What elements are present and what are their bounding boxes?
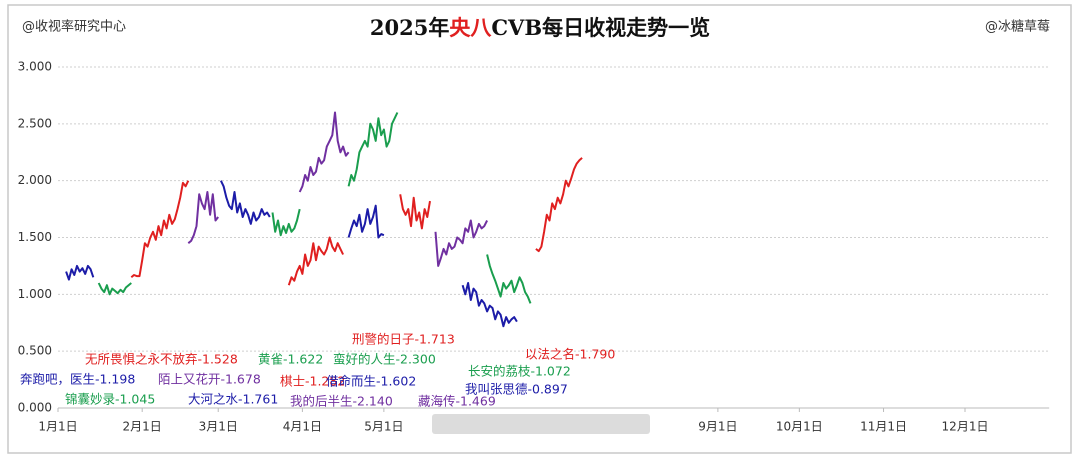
series-line (187, 191, 219, 244)
series-line (535, 157, 583, 253)
series-line (347, 112, 399, 187)
series-line (219, 180, 271, 225)
series-line (347, 204, 385, 239)
series-label: 藏海传-1.469 (418, 394, 496, 409)
title-highlight: 央八 (449, 15, 492, 40)
series-label: 长安的荔枝-1.072 (468, 364, 571, 379)
x-tick-label: 12月1日 (942, 420, 989, 434)
series-line (271, 208, 301, 237)
title-part: 2025年 (370, 15, 449, 40)
series-line (65, 264, 95, 281)
y-tick-label: 1.000 (18, 287, 52, 301)
x-tick-label: 1月1日 (38, 420, 77, 434)
chart-title: 2025年央八CVB每日收视走势一览 (370, 15, 710, 40)
x-tick-label: 3月1日 (199, 420, 238, 434)
series-label: 无所畏惧之永不放弃-1.528 (85, 352, 238, 367)
series-label: 大河之水-1.761 (188, 392, 278, 407)
series-label: 陌上又花开-1.678 (158, 372, 261, 387)
y-tick-label: 1.500 (18, 230, 52, 244)
series-line (486, 254, 532, 304)
x-tick-label: 10月1日 (776, 420, 823, 434)
series-label: 借命而生-1.602 (326, 374, 416, 389)
series-line (287, 236, 345, 286)
series-label: 我叫张思德-0.897 (465, 382, 568, 397)
x-tick-label: 2月1日 (123, 420, 162, 434)
x-tick-label: 11月1日 (860, 420, 907, 434)
source-left: @收视率研究中心 (22, 19, 126, 35)
x-tick-label: 5月1日 (364, 420, 403, 434)
y-tick-label: 0.500 (18, 344, 52, 358)
watermark (432, 414, 650, 434)
series-line (461, 282, 518, 328)
x-tick-label: 9月1日 (698, 420, 737, 434)
y-tick-label: 3.000 (18, 60, 52, 74)
series-line (399, 194, 431, 230)
series-label: 黄雀-1.622 (258, 352, 323, 367)
y-tick-label: 2.500 (18, 116, 52, 130)
series-label: 锦囊妙录-1.045 (65, 392, 155, 407)
series-line (434, 219, 488, 267)
frame (7, 4, 1072, 454)
series-label: 蛮好的人生-2.300 (333, 352, 436, 367)
y-tick-label: 0.000 (18, 401, 52, 415)
series-label: 以法之名-1.790 (525, 347, 615, 362)
series-label: 奔跑吧，医生-1.198 (20, 372, 135, 387)
series-line (298, 111, 350, 193)
plot: 0.000 0.500 1.000 1.500 2.000 2.500 3.000 1月1日 2… (18, 60, 1050, 434)
x-tick-label: 4月1日 (283, 420, 322, 434)
series-label: 棋士-1.282 (280, 374, 345, 389)
series-label: 我的后半生-2.140 (290, 394, 393, 409)
source-right: @冰糖草莓 (985, 19, 1050, 35)
title-part: CVB每日收视走势一览 (491, 15, 710, 40)
y-tick-label: 2.000 (18, 173, 52, 187)
series-label: 刑警的日子-1.713 (352, 332, 455, 347)
series-line (97, 282, 132, 296)
series-line (130, 180, 190, 279)
